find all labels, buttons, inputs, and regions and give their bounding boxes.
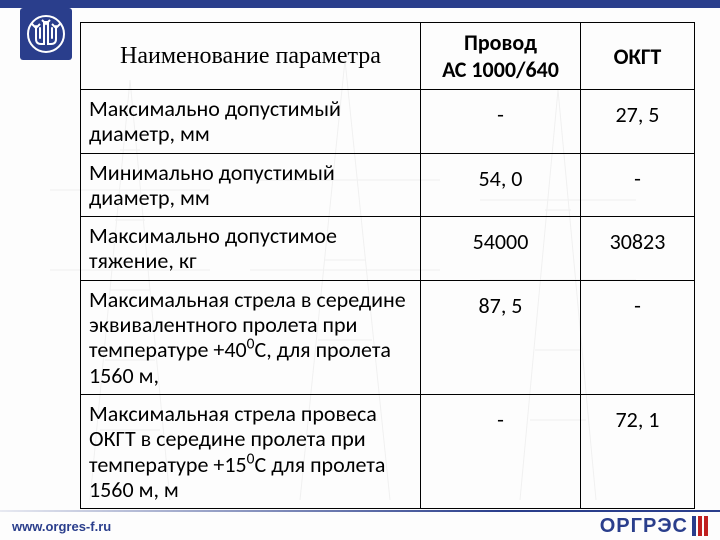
table-row: Максимальная стрела в середине эквивален… <box>81 280 695 394</box>
param-name-cell: Максимальная стрела провеса ОКГТ в серед… <box>81 394 421 508</box>
col-header-okgt: ОКГТ <box>581 23 695 90</box>
value-wire-cell: 87, 5 <box>421 280 581 394</box>
value-okgt-cell: 27, 5 <box>581 90 695 154</box>
brand-logo: ОРГРЭС <box>600 515 708 538</box>
param-name-cell: Максимальная стрела в середине эквивален… <box>81 280 421 394</box>
brand-stripes-icon <box>692 516 708 536</box>
footer: www.orgres-f.ru ОРГРЭС <box>0 512 720 540</box>
value-okgt-cell: 30823 <box>581 217 695 281</box>
parameters-table: Наименование параметра ПроводАС 1000/640… <box>80 22 695 509</box>
table-row: Минимально допустимый диаметр, мм54, 0- <box>81 153 695 217</box>
brand-text: ОРГРЭС <box>600 515 688 538</box>
table-header-row: Наименование параметра ПроводАС 1000/640… <box>81 23 695 90</box>
content: Наименование параметра ПроводАС 1000/640… <box>20 12 700 500</box>
param-name-cell: Минимально допустимый диаметр, мм <box>81 153 421 217</box>
param-name-cell: Максимально допустимый диаметр, мм <box>81 90 421 154</box>
value-okgt-cell: - <box>581 280 695 394</box>
trident-icon <box>26 14 66 54</box>
site-url: www.orgres-f.ru <box>12 519 111 534</box>
value-okgt-cell: 72, 1 <box>581 394 695 508</box>
value-wire-cell: - <box>421 90 581 154</box>
param-name-cell: Максимально допустимое тяжение, кг <box>81 217 421 281</box>
top-color-strip <box>0 0 720 8</box>
table-row: Максимально допустимое тяжение, кг540003… <box>81 217 695 281</box>
col-header-wire: ПроводАС 1000/640 <box>421 23 581 90</box>
table-row: Максимально допустимый диаметр, мм-27, 5 <box>81 90 695 154</box>
col-header-name: Наименование параметра <box>81 23 421 90</box>
table-row: Максимальная стрела провеса ОКГТ в серед… <box>81 394 695 508</box>
corner-logo-badge <box>20 8 72 60</box>
value-wire-cell: 54, 0 <box>421 153 581 217</box>
value-okgt-cell: - <box>581 153 695 217</box>
value-wire-cell: - <box>421 394 581 508</box>
value-wire-cell: 54000 <box>421 217 581 281</box>
